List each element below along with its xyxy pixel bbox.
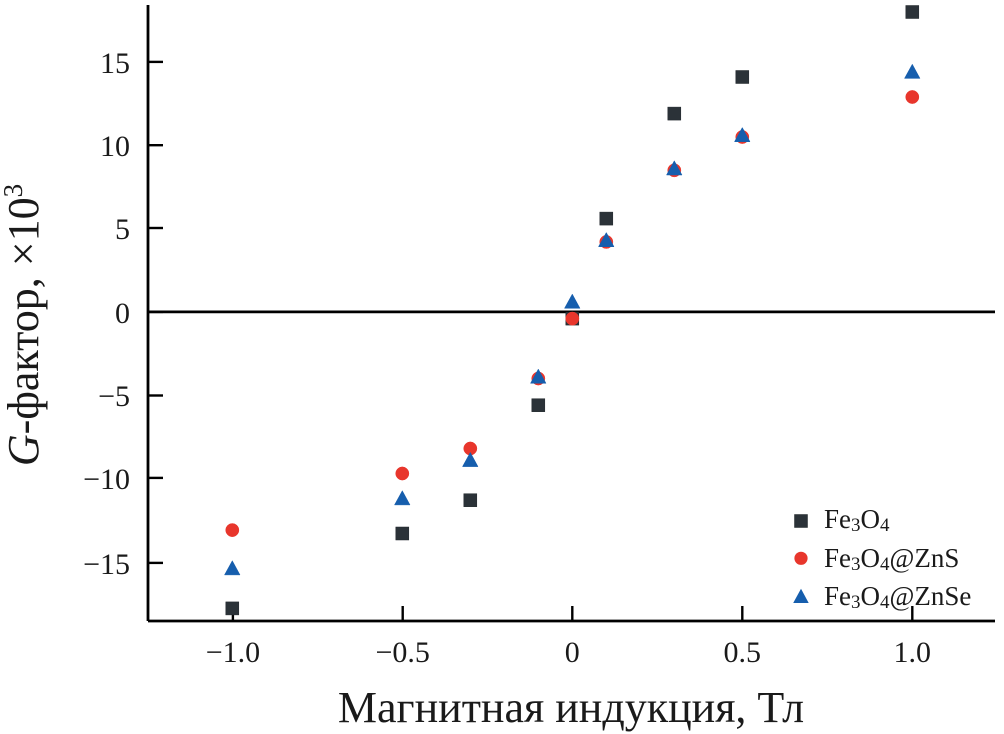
svg-text:−0.5: −0.5: [375, 636, 429, 669]
svg-text:Fe3O4: Fe3O4: [824, 504, 890, 536]
svg-text:5: 5: [115, 213, 130, 246]
svg-text:−1.0: −1.0: [206, 636, 260, 669]
svg-text:0.5: 0.5: [724, 636, 762, 669]
svg-text:−15: −15: [83, 548, 130, 581]
svg-text:Fe3O4@ZnS: Fe3O4@ZnS: [824, 543, 959, 575]
svg-text:−10: −10: [83, 463, 130, 496]
svg-text:−5: −5: [98, 380, 130, 413]
svg-text:Магнитная индукция, Тл: Магнитная индукция, Тл: [338, 683, 804, 732]
svg-text:0: 0: [115, 297, 130, 330]
svg-text:G-фактор, ×103: G-фактор, ×103: [0, 184, 48, 466]
svg-text:0: 0: [565, 636, 580, 669]
svg-text:10: 10: [100, 130, 130, 163]
svg-text:15: 15: [100, 47, 130, 80]
svg-text:1.0: 1.0: [894, 636, 932, 669]
svg-text:Fe3O4@ZnSe: Fe3O4@ZnSe: [824, 581, 971, 613]
